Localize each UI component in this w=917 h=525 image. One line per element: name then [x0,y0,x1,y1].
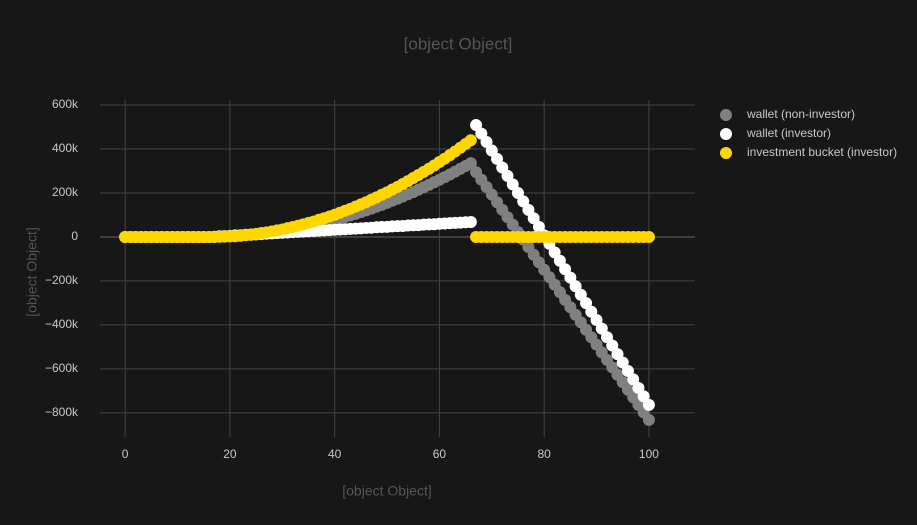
marker [580,297,593,310]
legend-label: wallet (investor) [746,126,831,140]
legend-label: wallet (non-investor) [746,107,855,121]
marker [616,356,629,369]
marker [637,390,650,403]
legend-marker [720,109,732,121]
y-tick-label: 200k [52,185,79,199]
y-axis-title: [object Object] [24,227,40,317]
marker [464,134,477,147]
marker [627,373,640,386]
legend-marker [720,147,732,159]
marker [527,212,540,225]
y-tick-label: −600k [45,361,79,375]
x-tick-label: 0 [122,447,129,461]
marker [642,398,655,411]
marker [553,254,566,267]
marker [470,119,483,132]
x-tick-label: 60 [433,447,447,461]
marker [569,280,582,293]
x-tick-label: 40 [328,447,342,461]
y-tick-label: −400k [45,317,79,331]
chart-title: [object Object] [404,34,513,53]
x-axis-title: [object Object] [342,483,432,499]
marker [506,178,519,191]
marker [480,135,493,148]
legend-label: investment bucket (investor) [747,145,897,159]
legend-marker [720,128,732,140]
marker [501,169,514,182]
y-tick-label: 0 [71,229,78,243]
marker [532,220,545,233]
marker [642,230,655,243]
y-tick-label: 600k [52,97,79,111]
marker [464,216,477,229]
x-tick-label: 100 [639,447,659,461]
marker [606,339,619,352]
y-tick-label: −800k [45,405,79,419]
marker [517,195,530,208]
y-tick-label: 400k [52,141,79,155]
marker [642,413,655,426]
marker [590,314,603,327]
marker [491,152,504,165]
y-tick-label: −200k [45,273,79,287]
x-tick-label: 20 [223,447,237,461]
x-tick-label: 80 [537,447,551,461]
marker [595,322,608,335]
marker [564,271,577,284]
marker [464,157,477,170]
